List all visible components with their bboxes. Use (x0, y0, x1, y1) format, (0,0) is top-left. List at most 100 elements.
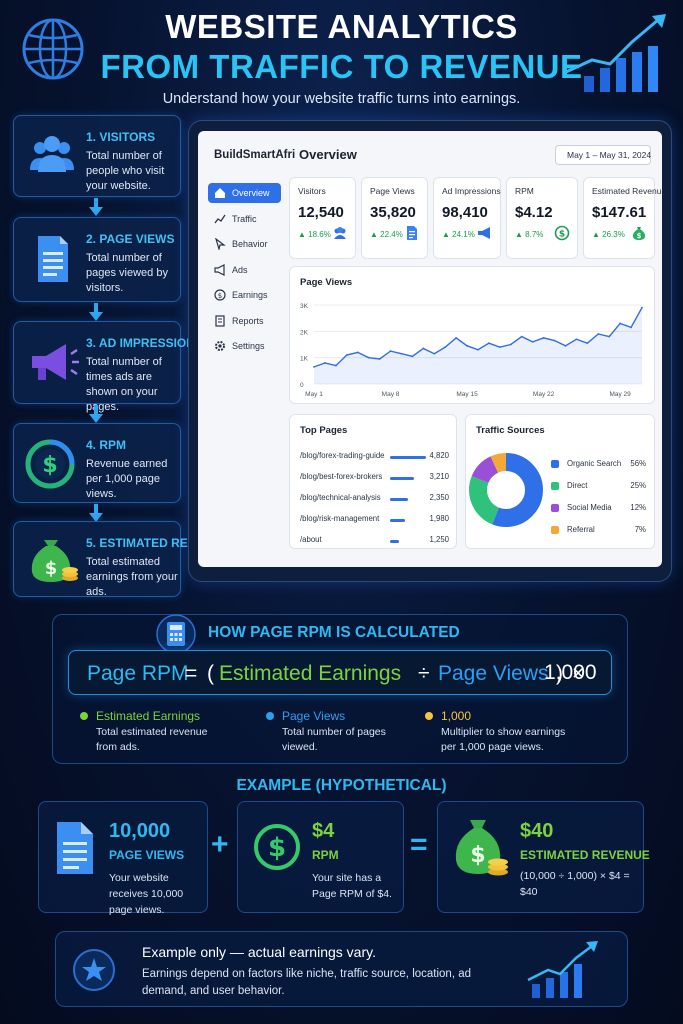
step-estimated-revenue: $ 5. ESTIMATED REVENUE Total estimated e… (13, 521, 229, 598)
document-icon (407, 226, 417, 240)
x-tick-label: May 22 (533, 391, 555, 398)
formula-heading: HOW PAGE RPM IS CALCULATED (208, 624, 460, 641)
series-area (314, 307, 642, 384)
svg-text:$: $ (45, 558, 58, 579)
top-page-path[interactable]: /blog/best-forex-brokers (300, 472, 383, 481)
money-bag-icon: $ (31, 540, 78, 582)
example-label: RPM (312, 848, 339, 862)
users-icon (334, 227, 346, 239)
nav-item-ads[interactable]: Ads (208, 260, 281, 280)
nav-label: Ads (232, 265, 248, 275)
donut-slice (469, 453, 543, 527)
legend-label: Organic Search (567, 459, 622, 468)
data-point (498, 346, 501, 349)
example-desc: Your website receives 10,000 page views. (109, 872, 184, 916)
formula-equals: = (185, 662, 198, 685)
nav-item-traffic[interactable]: Traffic (208, 209, 281, 229)
x-tick-label: May 15 (456, 391, 478, 398)
nav-item-overview[interactable]: Overview (208, 183, 281, 203)
top-page-bar (390, 519, 405, 522)
top-page-bar (390, 540, 400, 543)
growth-chart-icon (565, 14, 666, 92)
data-point (367, 356, 370, 359)
kpi-value: 98,410 (442, 204, 488, 221)
data-point (356, 351, 359, 354)
nav-item-earnings[interactable]: $ Earnings (208, 285, 281, 305)
data-point (422, 347, 425, 350)
y-tick-label: 1K (300, 356, 309, 363)
data-point (520, 335, 523, 338)
legend-title-earnings: Estimated Earnings (96, 709, 201, 723)
formula-times: × (572, 662, 585, 685)
coin-icon: $ (214, 289, 226, 301)
top-page-path[interactable]: /about (300, 535, 322, 544)
traffic-sources-card: Traffic Sources Organic Search 56% Direct 2… (465, 414, 655, 549)
legend-swatch (551, 504, 559, 512)
legend-swatch (551, 460, 559, 468)
top-page-path[interactable]: /blog/technical-analysis (300, 493, 381, 502)
arrow-down-icon (89, 303, 103, 321)
nav-item-settings[interactable]: Settings (208, 336, 281, 356)
data-point (641, 306, 643, 309)
legend-desc-earnings: Total estimated revenue from ads. (96, 726, 208, 753)
page-views-line-chart: 0 1K 2K 3K May 1 May 8 May 15 May 22 May 29 (300, 303, 643, 398)
legend-dot-page-views (266, 712, 274, 720)
top-page-path[interactable]: /blog/risk-management (300, 514, 380, 523)
top-page-bar (390, 477, 414, 480)
top-page-path[interactable]: /blog/forex-trading-guide (300, 451, 385, 460)
data-point (586, 342, 589, 345)
example-heading: EXAMPLE (HYPOTHETICAL) (236, 777, 447, 794)
dashboard-title: Overview (299, 147, 357, 162)
kpi-change: ▲ 24.1% (442, 230, 475, 239)
arrow-down-icon (89, 405, 103, 423)
arrow-down-icon (89, 198, 103, 216)
data-point (564, 344, 567, 347)
legend-title-multiplier: 1,000 (441, 709, 472, 723)
top-page-views: 1,250 (429, 535, 449, 544)
megaphone-icon (32, 344, 79, 380)
growth-chart-icon (527, 941, 598, 998)
data-point (509, 343, 512, 346)
step-rpm: $ 4. RPM Revenue earned per 1,000 page v… (13, 423, 181, 503)
legend-label: Referral (567, 525, 595, 534)
nav-label: Traffic (232, 214, 257, 224)
x-tick-label: May 8 (382, 391, 400, 398)
megaphone-icon (214, 264, 225, 276)
dollar-circle-icon: $ (25, 439, 75, 489)
kpi-card-visitors: Visitors 12,540 ▲ 18.6% (289, 177, 356, 259)
kpi-label: RPM (515, 186, 534, 196)
data-point (553, 339, 556, 342)
legend-dot-earnings (80, 712, 88, 720)
chart-title: Page Views (300, 277, 353, 288)
step-title: 3. AD IMPRESSIONS (86, 336, 203, 350)
svg-text:$: $ (268, 833, 286, 863)
money-bag-icon: $ (632, 227, 646, 240)
data-point (455, 337, 458, 339)
x-tick-label: May 29 (609, 391, 631, 398)
svg-text:$: $ (218, 292, 222, 300)
step-page-views: 2. PAGE VIEWS Total number of pages view… (13, 217, 181, 302)
formula-open-paren: ( (207, 662, 214, 685)
y-tick-label: 2K (300, 329, 309, 336)
nav-item-behavior[interactable]: Behavior (208, 234, 281, 254)
globe-icon (22, 18, 84, 80)
nav-label: Behavior (232, 239, 268, 249)
kpi-change: ▲ 26.3% (592, 230, 625, 239)
top-page-views: 3,210 (429, 472, 449, 481)
step-desc: Revenue earned per 1,000 page views. (86, 458, 168, 500)
data-point (608, 335, 611, 338)
formula-page-views: Page Views (438, 662, 549, 685)
legend-desc-multiplier: Multiplier to show earnings per 1,000 pa… (441, 726, 566, 753)
svg-text:$: $ (637, 232, 642, 240)
svg-text:$: $ (559, 230, 565, 240)
date-range-picker[interactable]: May 1 – May 31, 2024 (555, 145, 651, 165)
step-ad-impressions: 3. AD IMPRESSIONS Total number of times … (13, 321, 203, 413)
nav-item-reports[interactable]: Reports (208, 311, 281, 331)
formula-earnings: Estimated Earnings (219, 662, 402, 685)
nav-label: Reports (232, 316, 264, 326)
example-number: 10,000 (109, 820, 171, 842)
data-point (389, 350, 392, 352)
data-point (575, 338, 578, 341)
data-point (334, 364, 337, 367)
date-range-label: May 1 – May 31, 2024 (567, 150, 652, 160)
